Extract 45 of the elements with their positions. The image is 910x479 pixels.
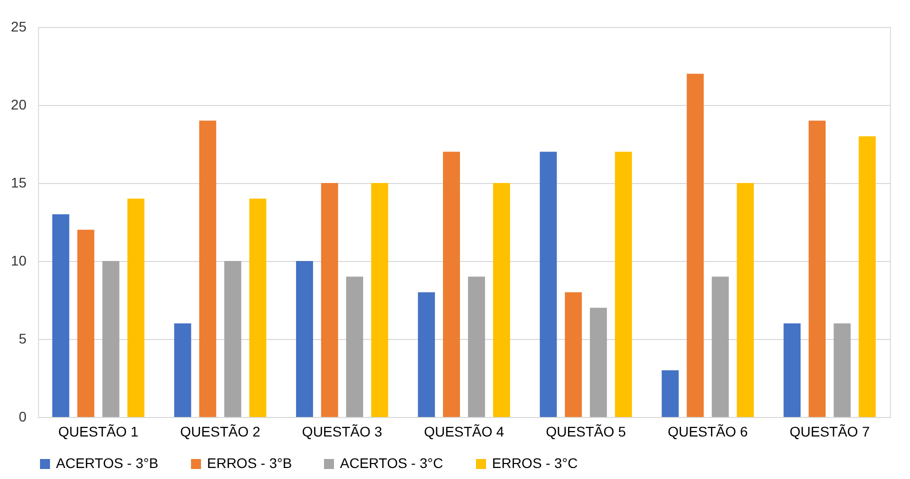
y-tick-label: 5: [18, 330, 27, 346]
y-tick-label: 25: [10, 18, 27, 34]
bar: [296, 261, 314, 417]
bar: [590, 308, 607, 417]
bar: [127, 198, 144, 417]
legend-label: ERROS - 3°B: [207, 455, 292, 471]
bar: [808, 120, 826, 417]
bar: [736, 183, 754, 417]
x-tick-label: QUESTÃO 3: [302, 424, 382, 440]
bar: [321, 183, 338, 417]
bar: [174, 323, 192, 417]
x-tick-label: QUESTÃO 7: [790, 424, 870, 440]
y-tick-label: 10: [10, 252, 27, 268]
y-tick-label: 15: [10, 174, 27, 190]
legend-label: ACERTOS - 3°C: [340, 455, 444, 471]
bar: [224, 261, 242, 417]
bar: [493, 183, 510, 417]
bar: [346, 276, 364, 417]
x-tick-label: QUESTÃO 6: [668, 424, 748, 440]
bar: [834, 323, 851, 417]
bar: [858, 136, 876, 417]
bar: [614, 152, 632, 417]
y-tick-label: 20: [10, 96, 27, 112]
bar: [77, 230, 94, 417]
bar: [784, 323, 801, 417]
bar: [564, 292, 582, 417]
bar: [442, 152, 460, 417]
y-tick-label: 0: [18, 408, 27, 424]
bar: [249, 198, 266, 417]
bar: [540, 152, 557, 417]
bar: [371, 183, 388, 417]
legend-label: ACERTOS - 3°B: [56, 455, 158, 471]
x-tick-label: QUESTÃO 1: [58, 424, 139, 440]
bar: [199, 120, 216, 417]
x-tick-label: QUESTÃO 5: [546, 424, 626, 440]
bar: [662, 370, 679, 417]
x-tick-label: QUESTÃO 4: [424, 424, 504, 440]
bar: [686, 74, 704, 417]
legend-label: ERROS - 3°C: [492, 455, 578, 471]
bar: [712, 276, 729, 417]
bar: [468, 276, 486, 417]
x-tick-label: QUESTÃO 2: [180, 424, 260, 440]
bar: [102, 261, 120, 417]
bar: [52, 214, 70, 417]
bar: [418, 292, 435, 417]
